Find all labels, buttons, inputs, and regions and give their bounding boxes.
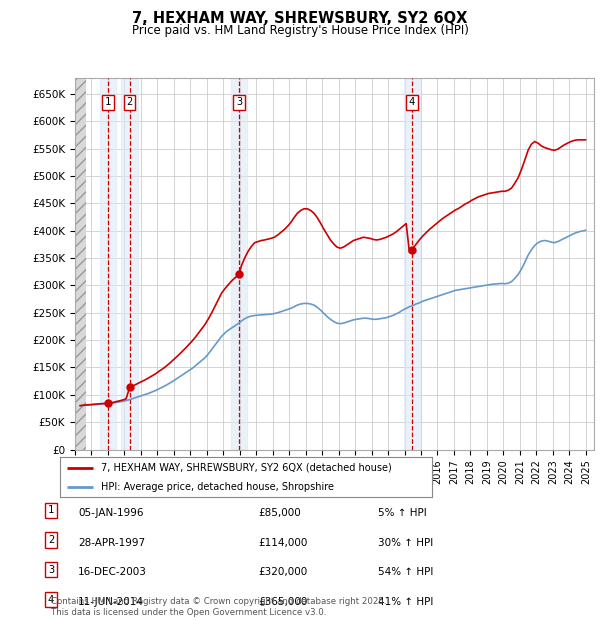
Text: 4: 4 <box>409 97 415 107</box>
Text: 28-APR-1997: 28-APR-1997 <box>78 538 145 547</box>
Text: 4: 4 <box>48 595 54 604</box>
Bar <box>75 78 86 450</box>
Text: £320,000: £320,000 <box>258 567 307 577</box>
Text: £114,000: £114,000 <box>258 538 307 547</box>
Text: 11-JUN-2014: 11-JUN-2014 <box>78 597 144 607</box>
Text: 2: 2 <box>48 535 54 545</box>
Text: Price paid vs. HM Land Registry's House Price Index (HPI): Price paid vs. HM Land Registry's House … <box>131 24 469 37</box>
Text: 16-DEC-2003: 16-DEC-2003 <box>78 567 147 577</box>
Text: £365,000: £365,000 <box>258 597 307 607</box>
Text: 7, HEXHAM WAY, SHREWSBURY, SY2 6QX: 7, HEXHAM WAY, SHREWSBURY, SY2 6QX <box>133 11 467 26</box>
Text: 2: 2 <box>127 97 133 107</box>
Text: 7, HEXHAM WAY, SHREWSBURY, SY2 6QX (detached house): 7, HEXHAM WAY, SHREWSBURY, SY2 6QX (deta… <box>101 463 392 473</box>
Bar <box>231 78 247 450</box>
Bar <box>121 78 138 450</box>
Text: HPI: Average price, detached house, Shropshire: HPI: Average price, detached house, Shro… <box>101 482 334 492</box>
Bar <box>404 78 420 450</box>
Text: 1: 1 <box>48 505 54 515</box>
Bar <box>100 78 116 450</box>
Text: Contains HM Land Registry data © Crown copyright and database right 2025.
This d: Contains HM Land Registry data © Crown c… <box>51 598 386 617</box>
Text: 3: 3 <box>236 97 242 107</box>
Text: 30% ↑ HPI: 30% ↑ HPI <box>378 538 433 547</box>
Text: 1: 1 <box>105 97 111 107</box>
Text: 3: 3 <box>48 565 54 575</box>
Text: 5% ↑ HPI: 5% ↑ HPI <box>378 508 427 518</box>
Text: 05-JAN-1996: 05-JAN-1996 <box>78 508 143 518</box>
Text: 41% ↑ HPI: 41% ↑ HPI <box>378 597 433 607</box>
Text: 54% ↑ HPI: 54% ↑ HPI <box>378 567 433 577</box>
Text: £85,000: £85,000 <box>258 508 301 518</box>
